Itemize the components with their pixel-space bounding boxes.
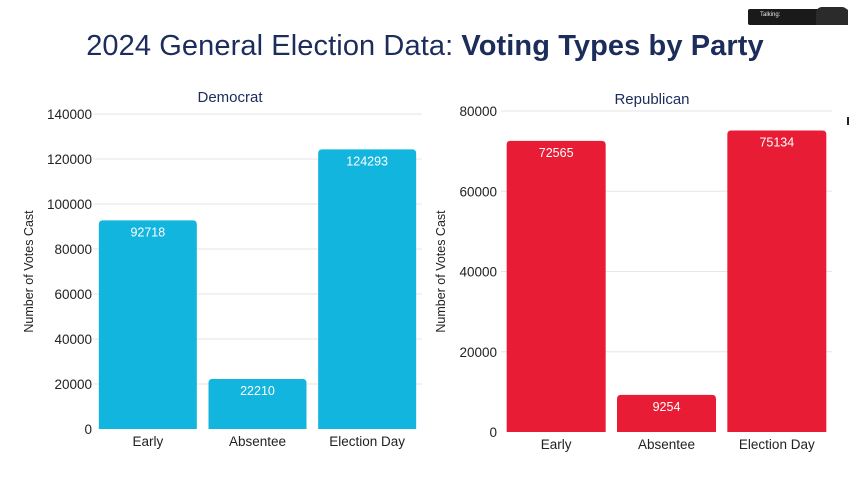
speaker-overlay: Talking: xyxy=(748,7,848,25)
republican-ytick-label: 40000 xyxy=(459,265,497,280)
democrat-ytick-label: 20000 xyxy=(54,377,92,392)
page-title-bold: Voting Types by Party xyxy=(461,30,764,62)
democrat-bar xyxy=(318,149,417,429)
republican-bar xyxy=(506,140,606,432)
republican-category-label: Absentee xyxy=(638,437,695,452)
edge-marker xyxy=(847,117,849,125)
democrat-ytick-label: 100000 xyxy=(47,197,92,212)
democrat-category-label: Election Day xyxy=(329,434,405,449)
democrat-ytick-label: 0 xyxy=(84,422,92,437)
republican-bar xyxy=(617,394,716,432)
democrat-category-label: Absentee xyxy=(229,434,286,449)
democrat-category-label: Early xyxy=(132,434,163,449)
democrat-title: Democrat xyxy=(197,89,263,106)
democrat-ytick-label: 120000 xyxy=(47,152,92,167)
democrat-ytick-label: 80000 xyxy=(54,242,92,257)
democrat-ylabel: Number of Votes Cast xyxy=(22,210,36,333)
republican-ytick-label: 60000 xyxy=(459,184,497,199)
democrat-bar xyxy=(208,379,307,429)
republican-ytick-label: 80000 xyxy=(459,104,497,119)
republican-category-label: Election Day xyxy=(739,437,815,452)
republican-title: Republican xyxy=(614,91,689,108)
republican-bar xyxy=(727,130,827,432)
republican-ytick-label: 20000 xyxy=(459,345,497,360)
page-title: 2024 General Election Data: Voting Types… xyxy=(0,30,850,63)
republican-category-label: Early xyxy=(541,437,572,452)
democrat-data-label: 124293 xyxy=(346,154,388,168)
speaker-overlay-label: Talking: xyxy=(760,12,781,18)
democrat-data-label: 92718 xyxy=(130,225,165,239)
speaker-overlay-tab xyxy=(816,7,848,25)
democrat-ytick-label: 140000 xyxy=(47,107,92,122)
republican-data-label: 75134 xyxy=(759,136,794,150)
democrat-ytick-label: 60000 xyxy=(54,287,92,302)
republican-data-label: 9254 xyxy=(653,400,681,414)
democrat-ytick-label: 40000 xyxy=(54,332,92,347)
page-title-regular: 2024 General Election Data: xyxy=(86,30,462,62)
republican-ytick-label: 0 xyxy=(489,425,497,440)
democrat-data-label: 22210 xyxy=(240,384,275,398)
democrat-bar xyxy=(98,220,197,429)
republican-ylabel: Number of Votes Cast xyxy=(434,210,448,333)
republican-data-label: 72565 xyxy=(539,146,574,160)
